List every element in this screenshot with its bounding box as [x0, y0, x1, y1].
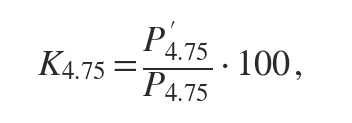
- Text: $K_{4.75} = \dfrac{P^{\prime}_{4.75}}{P_{4.75}} \cdot 100\,,$: $K_{4.75} = \dfrac{P^{\prime}_{4.75}}{P_…: [37, 20, 303, 103]
